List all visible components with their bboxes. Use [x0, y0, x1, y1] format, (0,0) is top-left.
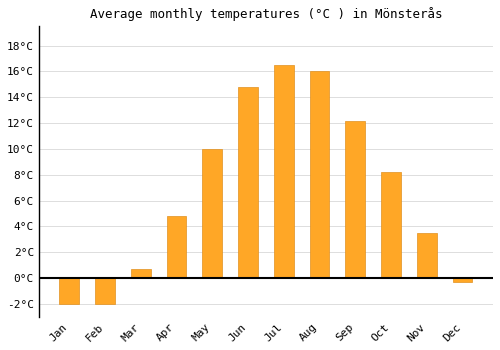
Bar [238, 87, 258, 278]
Bar [60, 278, 79, 304]
Bar [417, 233, 436, 278]
Bar [274, 65, 293, 278]
Bar [381, 172, 401, 278]
Bar [452, 278, 472, 282]
Bar [202, 149, 222, 278]
Bar [131, 269, 150, 278]
Bar [310, 71, 330, 278]
Bar [346, 120, 365, 278]
Title: Average monthly temperatures (°C ) in Mönsterås: Average monthly temperatures (°C ) in Mö… [90, 7, 442, 21]
Bar [95, 278, 115, 304]
Bar [166, 216, 186, 278]
